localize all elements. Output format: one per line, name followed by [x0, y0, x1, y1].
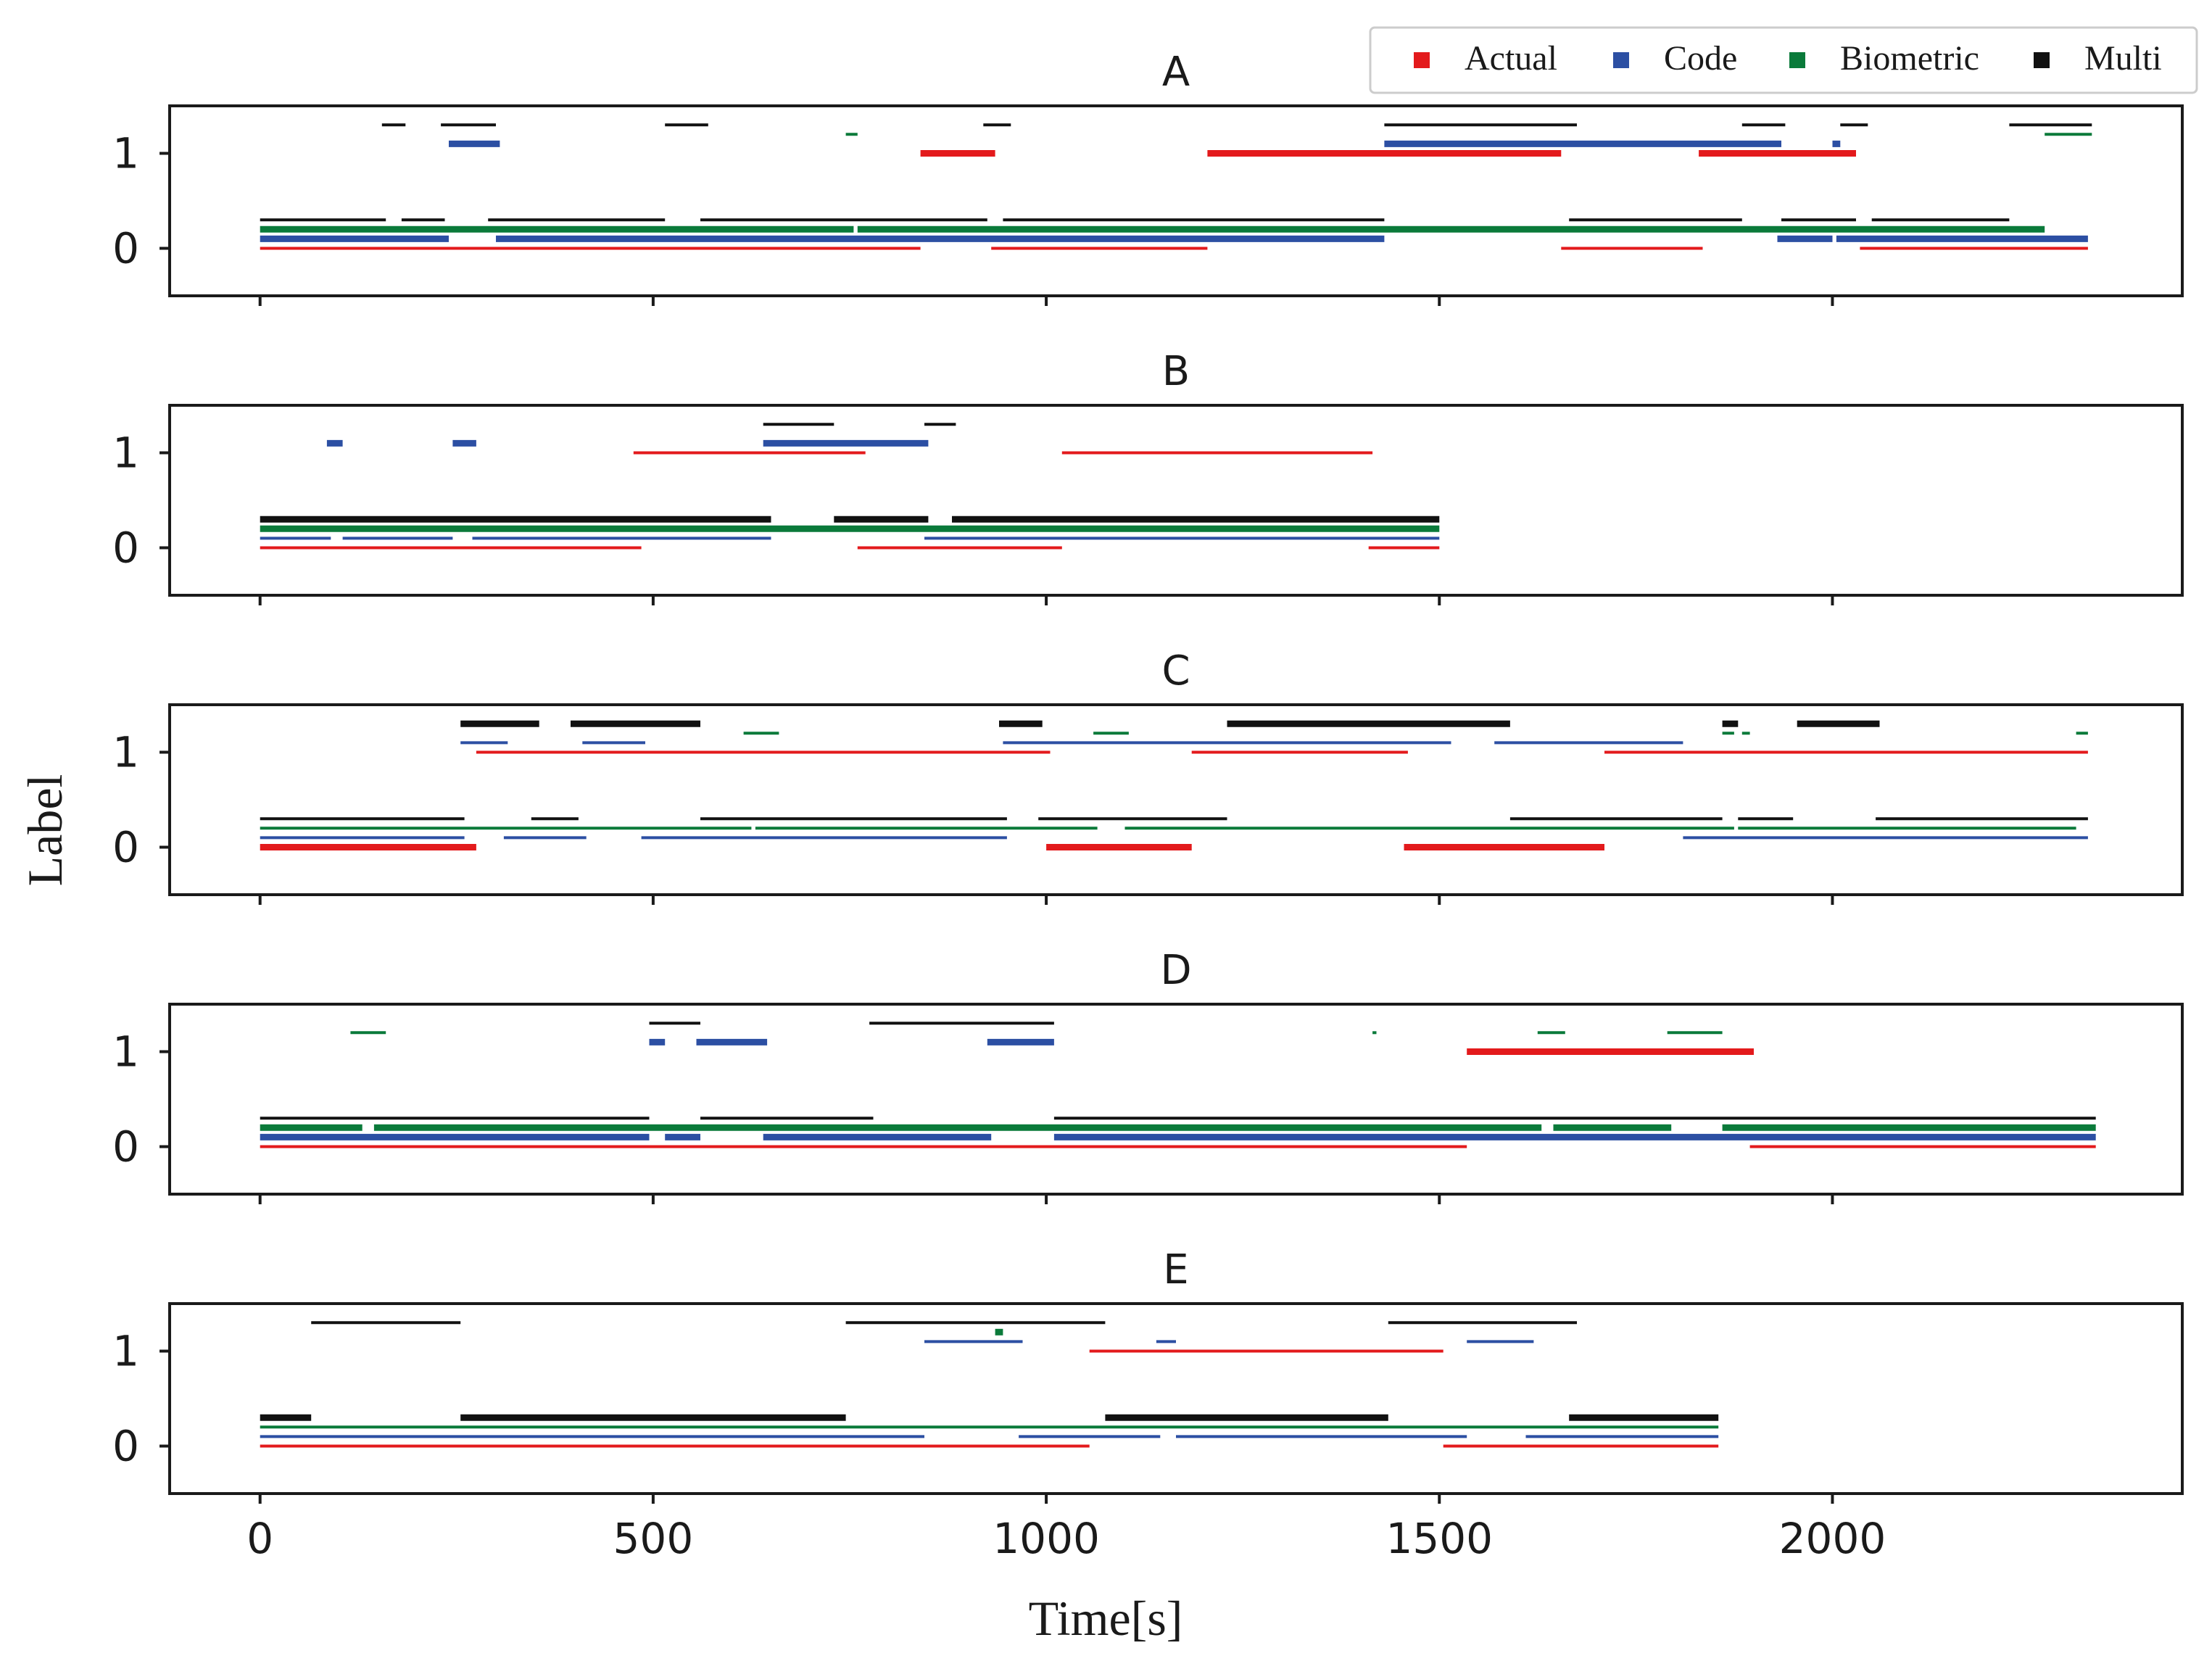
legend-label: Actual	[1465, 39, 1557, 78]
y-tick-label: 0	[112, 224, 139, 273]
panel-title: B	[1162, 348, 1190, 395]
plot-frame	[168, 1302, 2184, 1495]
y-tick-label: 1	[112, 428, 139, 478]
y-tick-label: 0	[112, 823, 139, 872]
x-tick-label: 1500	[1385, 1514, 1493, 1563]
panel-C: C 0 1	[112, 647, 2184, 905]
panel-E: E 0 1 0 500 1000 1500 2000	[112, 1246, 2184, 1563]
panel-title: C	[1161, 647, 1190, 695]
legend: Actual Code Biometric Multi	[1369, 26, 2198, 94]
panel-D: D 0 1	[112, 947, 2184, 1204]
plot-frame	[168, 404, 2184, 597]
y-tick-label: 0	[112, 1422, 139, 1471]
legend-entry-biometric: Biometric	[1789, 39, 1979, 78]
y-tick-label: 0	[112, 1122, 139, 1172]
x-tick-label: 1000	[993, 1514, 1100, 1563]
legend-swatch	[1414, 52, 1430, 68]
legend-entry-multi: Multi	[2034, 39, 2162, 78]
y-tick-label: 1	[112, 728, 139, 777]
x-tick-label: 500	[613, 1514, 694, 1563]
legend-entry-code: Code	[1613, 39, 1737, 78]
plot-frame	[168, 703, 2184, 896]
plot-frame	[168, 104, 2184, 297]
panel-title: D	[1160, 947, 1191, 994]
legend-frame	[1369, 26, 2198, 94]
legend-swatch	[1613, 52, 1629, 68]
panel-B: B 0 1	[112, 348, 2184, 605]
y-tick-label: 1	[112, 129, 139, 178]
panel-title: A	[1162, 49, 1190, 96]
legend-label: Biometric	[1840, 39, 1979, 78]
x-tick-label: 0	[247, 1514, 273, 1563]
legend-entry-actual: Actual	[1414, 39, 1557, 78]
legend-swatch	[1789, 52, 1805, 68]
y-tick-label: 0	[112, 523, 139, 573]
y-tick-label: 1	[112, 1327, 139, 1376]
legend-label: Code	[1664, 39, 1737, 78]
y-axis-label: Label	[17, 774, 73, 887]
y-tick-label: 1	[112, 1027, 139, 1077]
x-axis-label: Time[s]	[1029, 1591, 1183, 1646]
panel-A: A 0 1	[112, 49, 2184, 306]
legend-label: Multi	[2084, 39, 2162, 78]
legend-swatch	[2034, 52, 2050, 68]
panel-title: E	[1163, 1246, 1188, 1293]
x-tick-label: 2000	[1779, 1514, 1886, 1563]
plot-frame	[168, 1003, 2184, 1196]
